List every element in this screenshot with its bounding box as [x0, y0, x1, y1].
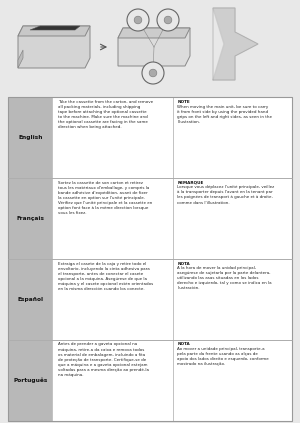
Text: NOTA: NOTA	[177, 343, 190, 346]
Bar	[8, 178, 292, 259]
Text: Antes de prender a gaveta opcional na
máquina, retire-a da caixa e remova todos
: Antes de prender a gaveta opcional na má…	[58, 343, 149, 377]
Text: Français: Français	[16, 216, 44, 221]
Text: A la hora de mover la unidad principal,
asegúrese de sujetarla por la parte dela: A la hora de mover la unidad principal, …	[177, 266, 272, 291]
Circle shape	[127, 9, 149, 31]
Text: Español: Español	[17, 297, 44, 302]
Polygon shape	[18, 50, 23, 68]
Bar	[8, 259, 52, 340]
Circle shape	[134, 16, 142, 24]
Bar	[8, 178, 52, 259]
Text: NOTE: NOTE	[177, 100, 190, 104]
Polygon shape	[18, 26, 90, 68]
Text: NOTA: NOTA	[177, 261, 190, 266]
Bar	[8, 340, 292, 421]
Text: English: English	[18, 135, 43, 140]
Circle shape	[142, 62, 164, 84]
Bar	[8, 340, 52, 421]
Polygon shape	[118, 28, 190, 66]
Text: Extraiga el casete de la caja y retire todo el
envoltorio, incluyendo la cinta a: Extraiga el casete de la caja y retire t…	[58, 261, 153, 291]
Text: Lorsque vous déplacez l'unité principale, veillez
à la transporter depuis l'avan: Lorsque vous déplacez l'unité principale…	[177, 185, 274, 204]
Bar	[8, 97, 52, 178]
Circle shape	[157, 9, 179, 31]
Text: Ao mover a unidade principal, transporte-a
pela parte da frente usando as alças : Ao mover a unidade principal, transporte…	[177, 347, 269, 366]
Text: REMARQUE: REMARQUE	[177, 181, 203, 185]
Text: Sortez la cassette de son carton et retirez
tous les matériaux d'emballage, y co: Sortez la cassette de son carton et reti…	[58, 181, 152, 215]
Bar	[8, 259, 292, 340]
Polygon shape	[30, 26, 80, 30]
Text: When moving the main unit, be sure to carry
it from front side by using the prov: When moving the main unit, be sure to ca…	[177, 104, 272, 124]
Text: Take the cassette from the carton, and remove
all packing materials, including s: Take the cassette from the carton, and r…	[58, 100, 153, 129]
Polygon shape	[213, 8, 258, 80]
Polygon shape	[118, 28, 190, 38]
Text: Português: Português	[13, 378, 47, 383]
Circle shape	[164, 16, 172, 24]
Polygon shape	[18, 26, 90, 36]
Bar	[8, 97, 292, 178]
Circle shape	[149, 69, 157, 77]
